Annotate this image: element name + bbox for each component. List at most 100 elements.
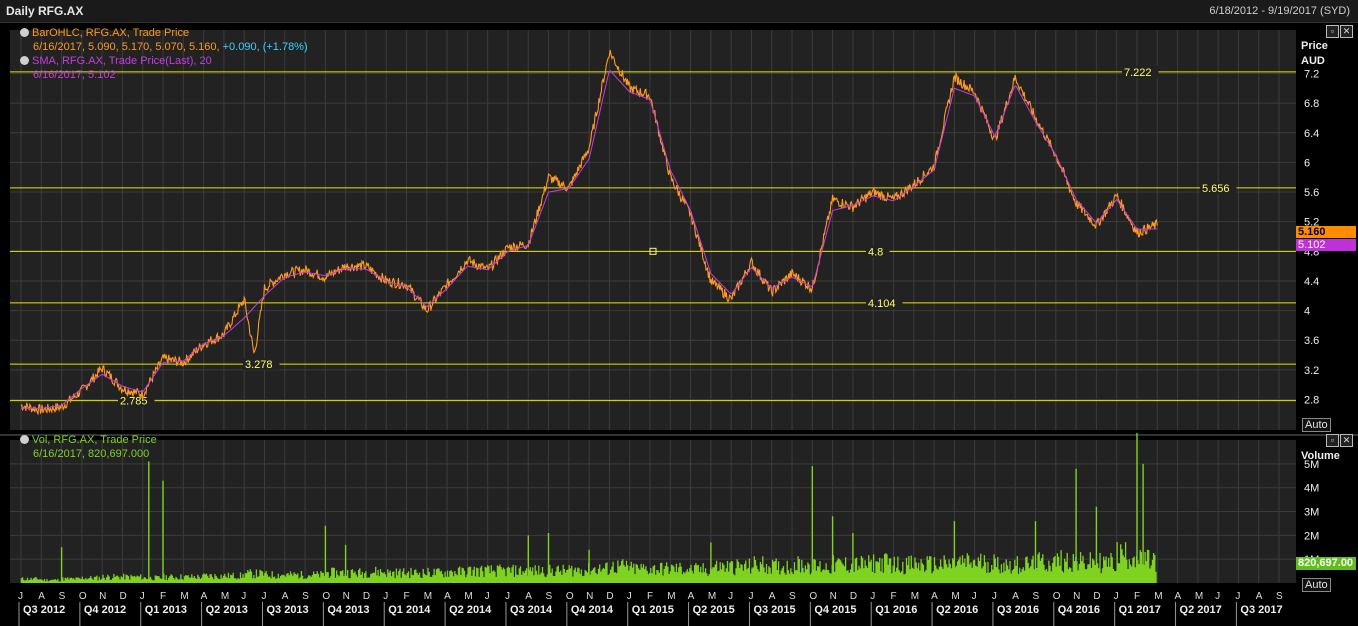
x-month-label: O bbox=[566, 591, 574, 602]
price-tick-label: 4 bbox=[1304, 306, 1310, 318]
x-month-label: N bbox=[586, 591, 593, 602]
x-month-label: J bbox=[505, 591, 510, 602]
x-month-label: D bbox=[606, 591, 613, 602]
level-label: 3.278 bbox=[245, 359, 273, 371]
x-month-label: S bbox=[1033, 591, 1040, 602]
x-month-label: O bbox=[322, 591, 330, 602]
x-month-label: J bbox=[18, 591, 23, 602]
x-quarter-label: Q4 2012 bbox=[84, 604, 126, 616]
level-label: 5.656 bbox=[1202, 183, 1230, 195]
price-tick-label: 4.8 bbox=[1304, 246, 1319, 258]
volume-auto-scale-button[interactable]: Auto bbox=[1302, 578, 1331, 592]
price-axis-unit: AUD bbox=[1301, 55, 1325, 67]
x-month-label: A bbox=[1012, 591, 1019, 602]
ohlc-legend-values: 6/16/2017, 5.090, 5.170, 5.070, 5.160, bbox=[33, 41, 220, 53]
window-titlebar: Daily RFG.AX 6/18/2012 - 9/19/2017 (SYD) bbox=[0, 0, 1358, 23]
x-month-label: F bbox=[404, 591, 410, 602]
x-month-label: A bbox=[201, 591, 208, 602]
volume-tick-label: 2M bbox=[1304, 530, 1319, 542]
legend-collapse-icon[interactable] bbox=[20, 56, 29, 65]
price-series-line bbox=[20, 49, 1158, 416]
volume-legend-values: 6/16/2017, 820,697.000 bbox=[33, 448, 150, 460]
x-quarter-label: Q1 2017 bbox=[1119, 604, 1161, 616]
volume-legend-title: Vol, RFG.AX, Trade Price bbox=[32, 434, 157, 446]
x-quarter-label: Q2 2014 bbox=[449, 604, 492, 616]
x-month-label: D bbox=[1093, 591, 1100, 602]
x-month-label: A bbox=[38, 591, 45, 602]
x-month-label: N bbox=[830, 591, 837, 602]
price-tick-label: 7.2 bbox=[1304, 69, 1319, 81]
level-label-bg bbox=[118, 394, 155, 407]
level-label: 4.8 bbox=[868, 246, 883, 258]
x-month-label: A bbox=[1256, 591, 1263, 602]
legend-collapse-icon[interactable] bbox=[20, 435, 29, 444]
sma-legend-title: SMA, RFG.AX, Trade Price(Last), 20 bbox=[32, 55, 212, 67]
x-axis-bg bbox=[0, 586, 1300, 626]
x-quarter-label: Q3 2015 bbox=[753, 604, 795, 616]
sma-value-tag: 5.102 bbox=[1296, 239, 1356, 251]
x-month-label: M bbox=[667, 591, 675, 602]
volume-tick-label: 3M bbox=[1304, 507, 1319, 519]
level-label: 2.785 bbox=[120, 396, 148, 408]
x-quarter-label: Q2 2016 bbox=[936, 604, 978, 616]
volume-axis-title: Volume bbox=[1301, 450, 1340, 462]
volume-tick-label: 5M bbox=[1304, 459, 1319, 471]
x-month-label: S bbox=[59, 591, 66, 602]
x-month-label: S bbox=[546, 591, 553, 602]
x-month-label: D bbox=[119, 591, 126, 602]
x-month-label: J bbox=[728, 591, 733, 602]
x-quarter-label: Q4 2015 bbox=[814, 604, 856, 616]
level-label: 4.104 bbox=[868, 298, 896, 310]
volume-legend: Vol, RFG.AX, Trade Price 6/16/2017, 820,… bbox=[20, 433, 157, 461]
x-quarter-label: Q3 2014 bbox=[510, 604, 553, 616]
price-tick-label: 3.6 bbox=[1304, 335, 1319, 347]
x-quarter-label: Q3 2012 bbox=[23, 604, 65, 616]
sma-series-line bbox=[21, 69, 1158, 409]
price-panel-maximize-icon[interactable]: ▫ bbox=[1326, 25, 1339, 38]
volume-bars bbox=[20, 542, 1157, 583]
price-tick-label: 4.4 bbox=[1304, 276, 1319, 288]
x-month-label: J bbox=[241, 591, 246, 602]
legend-collapse-icon[interactable] bbox=[20, 28, 29, 37]
volume-tick-label: 4M bbox=[1304, 483, 1319, 495]
ohlc-legend-change: +0.090, (+1.78%) bbox=[222, 41, 308, 53]
x-month-label: M bbox=[424, 591, 432, 602]
price-tick-label: 3.2 bbox=[1304, 365, 1319, 377]
x-month-label: J bbox=[1235, 591, 1240, 602]
price-panel-close-icon[interactable]: ✕ bbox=[1340, 25, 1353, 38]
chart-svg[interactable]: 2.8 3.2 3.6 4 4.4 4.8 5.2 5.6 6 6.4 6.8 7.2 2.785 3.2… bbox=[0, 22, 1358, 626]
x-month-label: D bbox=[850, 591, 857, 602]
x-month-label: F bbox=[647, 591, 653, 602]
volume-panel-maximize-icon[interactable]: ▫ bbox=[1326, 434, 1339, 447]
x-quarter-label: Q4 2013 bbox=[327, 604, 369, 616]
x-month-label: M bbox=[951, 591, 959, 602]
x-month-label: S bbox=[1276, 591, 1283, 602]
price-tick-label: 5.6 bbox=[1304, 187, 1319, 199]
price-legend: BarOHLC, RFG.AX, Trade Price 6/16/2017, … bbox=[20, 26, 308, 82]
volume-panel-close-icon[interactable]: ✕ bbox=[1340, 434, 1353, 447]
price-tick-label: 6.4 bbox=[1304, 128, 1319, 140]
x-month-label: J bbox=[485, 591, 490, 602]
x-month-label: M bbox=[1195, 591, 1203, 602]
x-month-label: J bbox=[972, 591, 977, 602]
x-month-label: M bbox=[221, 591, 229, 602]
x-quarter-label: Q3 2016 bbox=[997, 604, 1039, 616]
x-month-label: J bbox=[748, 591, 753, 602]
x-month-label: A bbox=[1175, 591, 1182, 602]
x-quarter-label: Q3 2013 bbox=[266, 604, 308, 616]
x-month-label: J bbox=[870, 591, 875, 602]
x-month-label: A bbox=[525, 591, 532, 602]
x-quarter-label: Q4 2014 bbox=[571, 604, 614, 616]
level-handle-icon bbox=[649, 247, 657, 255]
x-month-label: S bbox=[789, 591, 796, 602]
price-auto-scale-button[interactable]: Auto bbox=[1302, 418, 1331, 432]
x-month-label: A bbox=[282, 591, 289, 602]
x-month-label: M bbox=[911, 591, 919, 602]
x-month-label: N bbox=[343, 591, 350, 602]
price-axis-title: Price bbox=[1301, 40, 1328, 52]
x-month-label: O bbox=[809, 591, 817, 602]
x-month-label: O bbox=[1053, 591, 1061, 602]
last-price-tag: 5.160 bbox=[1296, 226, 1356, 238]
x-month-label: F bbox=[160, 591, 166, 602]
sma-legend-values: 6/16/2017, 5.102 bbox=[33, 69, 116, 81]
